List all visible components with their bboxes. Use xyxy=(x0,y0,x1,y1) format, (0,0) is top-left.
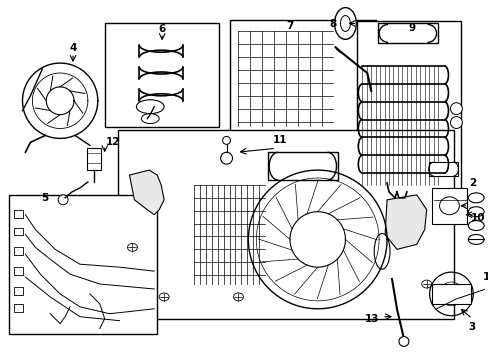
Bar xyxy=(377,23,437,43)
Ellipse shape xyxy=(222,136,230,144)
Ellipse shape xyxy=(439,197,458,215)
Bar xyxy=(9,195,157,334)
Text: 13: 13 xyxy=(364,314,379,324)
Text: 8: 8 xyxy=(328,19,336,30)
Text: 9: 9 xyxy=(407,23,414,33)
Text: 1: 1 xyxy=(482,272,488,282)
Ellipse shape xyxy=(468,221,483,230)
Bar xyxy=(229,19,375,136)
Bar xyxy=(14,287,23,295)
Bar xyxy=(14,210,23,218)
Bar xyxy=(14,228,23,235)
Bar xyxy=(14,304,23,312)
Ellipse shape xyxy=(449,103,461,114)
Ellipse shape xyxy=(58,195,68,205)
Ellipse shape xyxy=(159,293,169,301)
Text: 5: 5 xyxy=(41,193,49,203)
Text: 2: 2 xyxy=(468,178,475,188)
Bar xyxy=(431,188,467,224)
Bar xyxy=(117,130,453,319)
Bar xyxy=(87,148,101,170)
Bar xyxy=(104,23,218,127)
Bar xyxy=(357,22,460,195)
Bar xyxy=(428,162,457,176)
Text: 3: 3 xyxy=(468,321,475,332)
Ellipse shape xyxy=(334,8,356,39)
Text: 7: 7 xyxy=(285,22,293,31)
Bar xyxy=(431,284,470,304)
Text: 12: 12 xyxy=(105,138,120,147)
Ellipse shape xyxy=(233,293,243,301)
Ellipse shape xyxy=(220,152,232,164)
Text: 10: 10 xyxy=(470,213,485,222)
Bar xyxy=(14,267,23,275)
Ellipse shape xyxy=(468,234,483,244)
Ellipse shape xyxy=(136,100,164,114)
Ellipse shape xyxy=(468,193,483,203)
Bar xyxy=(267,152,337,180)
Ellipse shape xyxy=(421,280,431,288)
Ellipse shape xyxy=(468,207,483,217)
Polygon shape xyxy=(384,195,426,249)
Ellipse shape xyxy=(141,114,159,123)
Ellipse shape xyxy=(340,15,350,31)
Text: 4: 4 xyxy=(69,43,77,53)
Bar xyxy=(14,247,23,255)
Ellipse shape xyxy=(373,234,389,269)
Text: 11: 11 xyxy=(272,135,287,145)
Ellipse shape xyxy=(398,337,408,346)
Ellipse shape xyxy=(449,117,461,129)
Polygon shape xyxy=(129,170,164,215)
Ellipse shape xyxy=(127,243,137,251)
Text: 6: 6 xyxy=(158,24,165,35)
